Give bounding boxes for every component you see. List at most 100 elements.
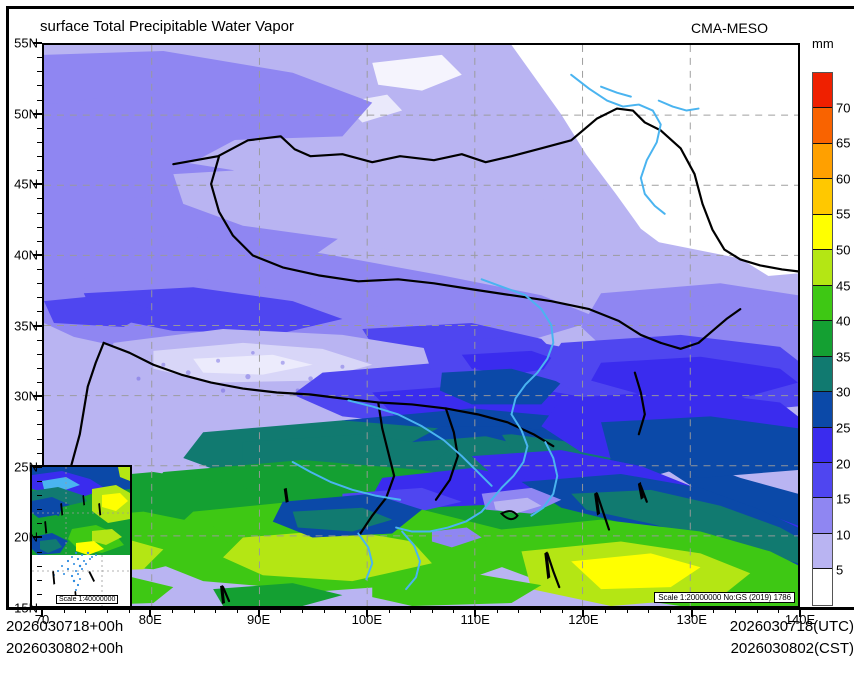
colorbar-unit-label: mm xyxy=(812,36,834,51)
colorbar-tick-5: 5 xyxy=(836,562,844,578)
x-minor-tick xyxy=(496,608,498,613)
x-axis-tick-120E: 120E xyxy=(568,612,599,627)
colorbar-band-5-10 xyxy=(813,533,832,570)
y-minor-tick xyxy=(37,85,42,87)
x-minor-tick xyxy=(648,608,650,613)
page-title: surface Total Precipitable Water Vapor xyxy=(40,18,295,35)
colorbar-tick-15: 15 xyxy=(836,491,851,507)
x-tick-mark xyxy=(257,608,260,617)
y-axis-tick-25N: 25N xyxy=(14,459,38,475)
x-tick-mark xyxy=(41,608,43,617)
colorbar-band-30-35 xyxy=(813,356,832,393)
y-axis-tick-20N: 20N xyxy=(14,529,38,545)
colorbar-tick-35: 35 xyxy=(836,349,851,365)
map-plot-area[interactable]: Scale 1:20000000 No:GS (2019) 1786 xyxy=(42,43,800,608)
y-minor-tick xyxy=(37,480,42,482)
x-axis-tick-110E: 110E xyxy=(460,612,490,627)
map-scale-stamp: Scale 1:20000000 No:GS (2019) 1786 xyxy=(654,592,795,603)
y-minor-tick xyxy=(37,99,42,101)
y-minor-tick xyxy=(37,382,42,383)
x-minor-tick xyxy=(128,608,130,613)
x-minor-tick xyxy=(453,608,455,613)
footer-init-time-cst: 2026030802(CST) xyxy=(730,640,854,657)
y-axis-tick-50N: 50N xyxy=(14,106,38,122)
colorbar-tick-40: 40 xyxy=(836,313,851,329)
y-minor-tick xyxy=(37,565,42,567)
x-minor-tick xyxy=(280,608,282,613)
x-axis-tick-130E: 130E xyxy=(676,612,707,627)
footer-valid-time-cst-offset: 2026030802+00h xyxy=(6,640,124,657)
y-minor-tick xyxy=(37,579,42,581)
colorbar-tick-25: 25 xyxy=(836,420,851,436)
y-tick-mark xyxy=(33,607,42,609)
x-minor-tick xyxy=(518,608,520,613)
y-minor-tick xyxy=(37,339,42,341)
y-axis-tick-15N: 15N xyxy=(14,600,38,616)
x-axis-tick-100E: 100E xyxy=(351,612,383,627)
inset-map-south-china-sea[interactable]: Scale 1:40000000 xyxy=(30,465,132,608)
y-minor-tick xyxy=(37,269,42,270)
map-raster xyxy=(44,45,798,606)
y-minor-tick xyxy=(37,212,42,214)
x-minor-tick xyxy=(85,608,87,613)
footer-init-time-utc: 2026030718(UTC) xyxy=(729,618,854,635)
x-tick-mark xyxy=(582,608,585,617)
y-tick-mark xyxy=(33,183,42,186)
x-minor-tick xyxy=(171,608,173,613)
x-tick-mark xyxy=(149,608,152,617)
x-axis-tick-80E: 80E xyxy=(138,612,162,627)
figure-border xyxy=(6,6,854,610)
y-minor-tick xyxy=(37,283,42,285)
y-axis-tick-45N: 45N xyxy=(14,176,38,192)
y-tick-mark xyxy=(33,465,42,468)
y-minor-tick xyxy=(37,509,42,511)
x-tick-mark xyxy=(690,608,693,617)
x-minor-tick xyxy=(561,608,563,613)
x-minor-tick xyxy=(605,608,607,613)
y-axis-tick-35N: 35N xyxy=(14,318,38,333)
x-minor-tick xyxy=(540,608,542,613)
x-minor-tick xyxy=(670,608,672,613)
x-minor-tick xyxy=(735,608,737,613)
y-tick-mark xyxy=(33,395,42,398)
colorbar-band-20-25 xyxy=(813,427,832,463)
inset-scale-label: Scale 1:40000000 xyxy=(56,595,119,604)
colorbar-band--70 xyxy=(813,73,832,109)
x-axis-tick-90E: 90E xyxy=(246,612,271,627)
x-minor-tick xyxy=(236,608,238,613)
colorbar-band-55-60 xyxy=(813,179,832,215)
colorbar[interactable] xyxy=(812,72,833,606)
y-minor-tick xyxy=(37,495,42,496)
y-minor-tick xyxy=(37,551,42,553)
y-minor-tick xyxy=(37,523,42,525)
colorbar-tick-10: 10 xyxy=(836,527,851,543)
colorbar-band--5 xyxy=(813,569,832,605)
colorbar-band-45-50 xyxy=(813,250,832,286)
y-minor-tick xyxy=(37,226,42,228)
y-axis-tick-30N: 30N xyxy=(14,388,38,404)
y-tick-mark xyxy=(33,536,42,539)
colorbar-band-15-20 xyxy=(813,462,832,499)
colorbar-tick-65: 65 xyxy=(836,135,851,151)
y-tick-mark xyxy=(33,42,42,44)
colorbar-band-60-65 xyxy=(813,143,832,180)
y-axis-tick-40N: 40N xyxy=(14,247,38,263)
x-minor-tick xyxy=(63,608,65,613)
colorbar-band-50-55 xyxy=(813,214,832,251)
y-minor-tick xyxy=(37,438,42,440)
colorbar-band-10-15 xyxy=(813,498,832,534)
x-minor-tick xyxy=(778,608,780,613)
x-minor-tick xyxy=(193,608,195,613)
colorbar-tick-60: 60 xyxy=(836,171,851,187)
x-minor-tick xyxy=(301,608,303,613)
x-minor-tick xyxy=(345,608,347,613)
y-minor-tick xyxy=(37,57,42,59)
x-minor-tick xyxy=(431,608,433,613)
x-minor-tick xyxy=(713,608,715,613)
x-minor-tick xyxy=(388,608,390,613)
y-axis-tick-55N: 55N xyxy=(14,35,38,51)
colorbar-tick-50: 50 xyxy=(836,242,851,258)
y-minor-tick xyxy=(37,141,42,143)
colorbar-tick-30: 30 xyxy=(836,384,851,400)
